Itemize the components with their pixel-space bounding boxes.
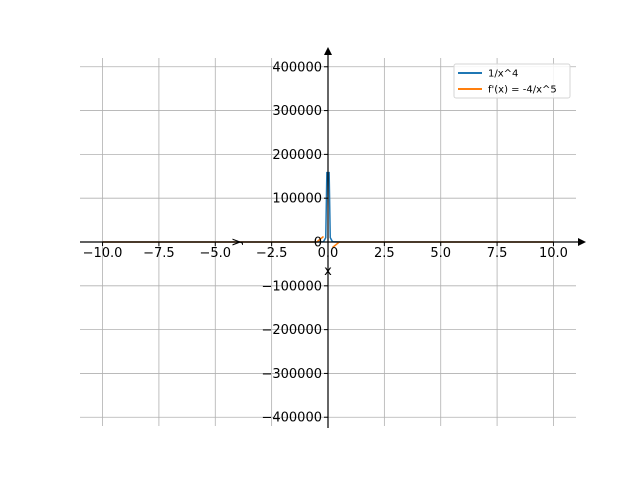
x-tick-label: −2.5 [256,246,288,261]
x-axis-arrow [578,238,586,246]
axes [80,47,586,428]
x-tick-label: 7.5 [487,246,508,261]
x-tick-label: 5.0 [430,246,451,261]
x-tick-label: −7.5 [143,246,175,261]
x-tick-label: 2.5 [374,246,395,261]
y-tick-label: 400000 [272,60,322,75]
y-axis-label: y [229,238,244,246]
x-tick-label: 0.0 [318,246,339,261]
legend-label-1-over-x4: 1/x^4 [488,69,518,80]
y-tick-label: 100000 [272,192,322,207]
y-axis-arrow [324,47,332,55]
y-tick-label: −300000 [261,367,322,382]
y-tick-label: 300000 [272,104,322,119]
legend-label-derivative: f'(x) = -4/x^5 [488,85,557,96]
series-line-0 [328,171,554,243]
x-tick-label: −5.0 [199,246,231,261]
series-line-1 [102,235,324,243]
legend: 1/x^4 f'(x) = -4/x^5 [453,63,571,99]
y-tick-label: −200000 [261,323,322,338]
y-tick-label: −100000 [261,279,322,294]
y-tick-label: −400000 [261,411,322,426]
y-tick-label: 200000 [272,148,322,163]
y-tick-label: 0 [314,236,322,251]
x-tick-label: 10.0 [539,246,568,261]
x-axis-label: x [324,264,332,279]
x-tick-label: −10.0 [83,246,123,261]
series-line-0 [102,171,328,243]
ticks: −10.0 −7.5 −5.0 −2.5 0.0 2.5 5.0 7.5 10.0 400000 3… [83,60,568,425]
legend-box [453,63,571,99]
